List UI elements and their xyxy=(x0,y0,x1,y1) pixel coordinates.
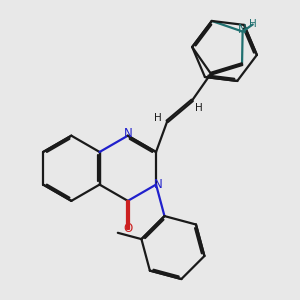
Text: O: O xyxy=(123,222,132,235)
Text: H: H xyxy=(154,113,162,123)
Text: N: N xyxy=(238,23,247,36)
Text: H: H xyxy=(249,20,256,29)
Text: N: N xyxy=(154,178,162,191)
Text: H: H xyxy=(195,103,202,113)
Text: N: N xyxy=(123,127,132,140)
